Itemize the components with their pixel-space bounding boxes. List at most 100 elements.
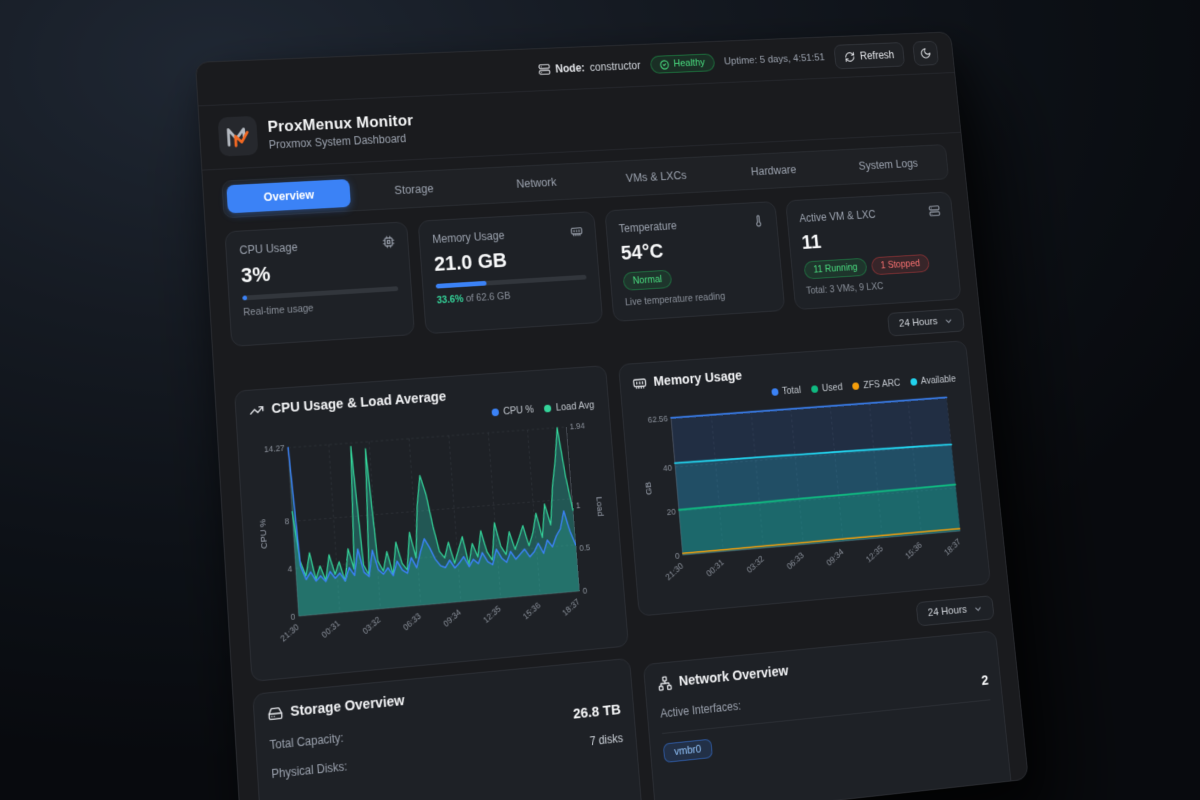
legend-dot bbox=[544, 404, 552, 413]
legend-dot bbox=[491, 408, 500, 417]
memory-usage-chart: 21:30 00:31 03:32 06:33 09:34 12:35 15:36 18:37… bbox=[635, 386, 977, 602]
vm-card-title: Active VM & LXC bbox=[798, 208, 877, 225]
health-status-badge: Healthy bbox=[649, 53, 715, 74]
cpu-caption: Real-time usage bbox=[242, 302, 314, 319]
dashboard-window: Node: constructor Healthy Uptime: 5 days… bbox=[195, 31, 1029, 800]
network-active-interfaces-label: Active Interfaces: bbox=[659, 698, 742, 721]
svg-text:15:36: 15:36 bbox=[521, 600, 542, 621]
refresh-button[interactable]: Refresh bbox=[833, 42, 906, 70]
refresh-label: Refresh bbox=[859, 48, 895, 63]
vm-stopped-badge: 1 Stopped bbox=[870, 253, 930, 276]
svg-text:03:32: 03:32 bbox=[361, 615, 383, 637]
temperature-caption: Live temperature reading bbox=[624, 290, 726, 309]
svg-text:09:34: 09:34 bbox=[442, 607, 464, 628]
app-header: ProxMenux Monitor Proxmox System Dashboa… bbox=[198, 72, 961, 171]
legend-item: CPU % bbox=[491, 404, 534, 418]
memory-chart-card: Memory Usage Total Used ZFS ARC Available 2… bbox=[618, 340, 992, 617]
legend-dot bbox=[909, 378, 918, 386]
memory-usage-value: 21.0 GB bbox=[433, 248, 508, 276]
svg-text:18:37: 18:37 bbox=[942, 536, 963, 557]
tab-storage[interactable]: Storage bbox=[353, 173, 475, 207]
server-icon bbox=[538, 63, 551, 76]
vm-running-badge: 11 Running bbox=[803, 257, 868, 280]
legend-item: Total bbox=[770, 385, 801, 398]
tab-vms-lxcs[interactable]: VMs & LXCs bbox=[597, 160, 714, 193]
network-overview-card: Network Overview Active Interfaces: 2 vm… bbox=[642, 630, 1021, 800]
tab-system-logs[interactable]: System Logs bbox=[832, 149, 945, 181]
thermometer-icon bbox=[752, 214, 765, 227]
network-interface-badge: vmbr0 bbox=[662, 738, 713, 763]
memory-caption-total: of 62.6 GB bbox=[462, 290, 511, 305]
network-active-interfaces-value: 2 bbox=[980, 672, 990, 689]
cpu-card-title: CPU Usage bbox=[239, 240, 298, 258]
refresh-icon bbox=[844, 51, 856, 63]
network-card-title: Network Overview bbox=[678, 663, 789, 690]
tab-network[interactable]: Network bbox=[476, 166, 596, 199]
svg-text:62.56: 62.56 bbox=[647, 413, 668, 425]
memory-icon bbox=[570, 225, 583, 238]
svg-text:8: 8 bbox=[284, 517, 290, 527]
svg-text:0: 0 bbox=[675, 550, 681, 561]
svg-text:21:30: 21:30 bbox=[664, 560, 686, 582]
cpu-usage-card: CPU Usage 3% Real-time usage bbox=[224, 221, 415, 347]
node-label: Node: bbox=[555, 61, 586, 76]
svg-text:09:34: 09:34 bbox=[824, 546, 845, 568]
svg-text:4: 4 bbox=[287, 564, 293, 574]
svg-text:0: 0 bbox=[290, 612, 296, 622]
uptime-text: Uptime: 5 days, 4:51:51 bbox=[723, 52, 826, 68]
svg-text:06:33: 06:33 bbox=[785, 550, 806, 572]
temperature-value: 54°C bbox=[620, 239, 665, 265]
svg-text:0: 0 bbox=[582, 586, 588, 596]
svg-text:CPU %: CPU % bbox=[257, 518, 269, 549]
temperature-status-badge: Normal bbox=[622, 269, 673, 291]
legend-dot bbox=[852, 382, 860, 391]
chevron-down-icon bbox=[973, 603, 983, 614]
tab-overview[interactable]: Overview bbox=[226, 179, 351, 214]
memory-caption-percent: 33.6% bbox=[436, 293, 464, 307]
hard-drive-icon bbox=[267, 705, 283, 722]
cpu-icon bbox=[382, 235, 395, 249]
tab-hardware[interactable]: Hardware bbox=[716, 154, 831, 187]
node-value: constructor bbox=[589, 59, 642, 74]
period-select-bottom[interactable]: 24 Hours bbox=[915, 595, 995, 627]
app-title-block: ProxMenux Monitor Proxmox System Dashboa… bbox=[267, 111, 415, 151]
check-circle-icon bbox=[660, 59, 670, 69]
svg-text:18:37: 18:37 bbox=[561, 597, 582, 618]
vm-count-value: 11 bbox=[800, 229, 823, 254]
svg-text:20: 20 bbox=[666, 506, 676, 517]
network-icon bbox=[657, 675, 672, 692]
period-select-top[interactable]: 24 Hours bbox=[887, 308, 965, 337]
content-grid: CPU Usage & Load Average CPU % Load Avg 2… bbox=[234, 340, 1021, 800]
node-info: Node: constructor bbox=[538, 59, 641, 76]
proxmenux-logo bbox=[217, 115, 259, 157]
period-select-top-value: 24 Hours bbox=[898, 316, 939, 330]
svg-text:00:31: 00:31 bbox=[704, 557, 726, 579]
legend-dot bbox=[810, 385, 819, 394]
moon-icon bbox=[919, 47, 932, 60]
memory-chart-title: Memory Usage bbox=[652, 368, 743, 390]
memory-icon bbox=[632, 375, 647, 391]
svg-text:03:32: 03:32 bbox=[745, 553, 766, 575]
storage-physical-disks-value: 7 disks bbox=[589, 731, 624, 749]
svg-text:1.94: 1.94 bbox=[569, 421, 585, 431]
cpu-load-chart: 21:30 00:31 03:32 06:33 09:34 12:35 15:36 18:37… bbox=[251, 412, 615, 667]
right-column: Memory Usage Total Used ZFS ARC Available 2… bbox=[618, 340, 1021, 800]
svg-text:15:36: 15:36 bbox=[903, 540, 924, 561]
trending-up-icon bbox=[249, 402, 265, 418]
svg-text:06:33: 06:33 bbox=[401, 611, 423, 632]
memory-caption: 33.6% of 62.6 GB bbox=[436, 286, 588, 307]
svg-text:12:35: 12:35 bbox=[864, 543, 885, 565]
left-column: CPU Usage & Load Average CPU % Load Avg 2… bbox=[234, 365, 651, 800]
storage-physical-disks-label: Physical Disks: bbox=[271, 759, 348, 782]
cpu-usage-value: 3% bbox=[240, 261, 272, 288]
temperature-card: Temperature 54°C Normal Live temperature… bbox=[604, 201, 786, 322]
legend-item: Used bbox=[810, 382, 843, 395]
storage-total-capacity-value: 26.8 TB bbox=[572, 701, 622, 723]
legend-dot bbox=[770, 388, 779, 396]
theme-toggle-button[interactable] bbox=[912, 40, 939, 66]
svg-text:Load: Load bbox=[594, 496, 605, 517]
legend-item: Available bbox=[909, 373, 956, 387]
svg-text:40: 40 bbox=[663, 462, 673, 473]
svg-text:0.5: 0.5 bbox=[579, 543, 591, 553]
